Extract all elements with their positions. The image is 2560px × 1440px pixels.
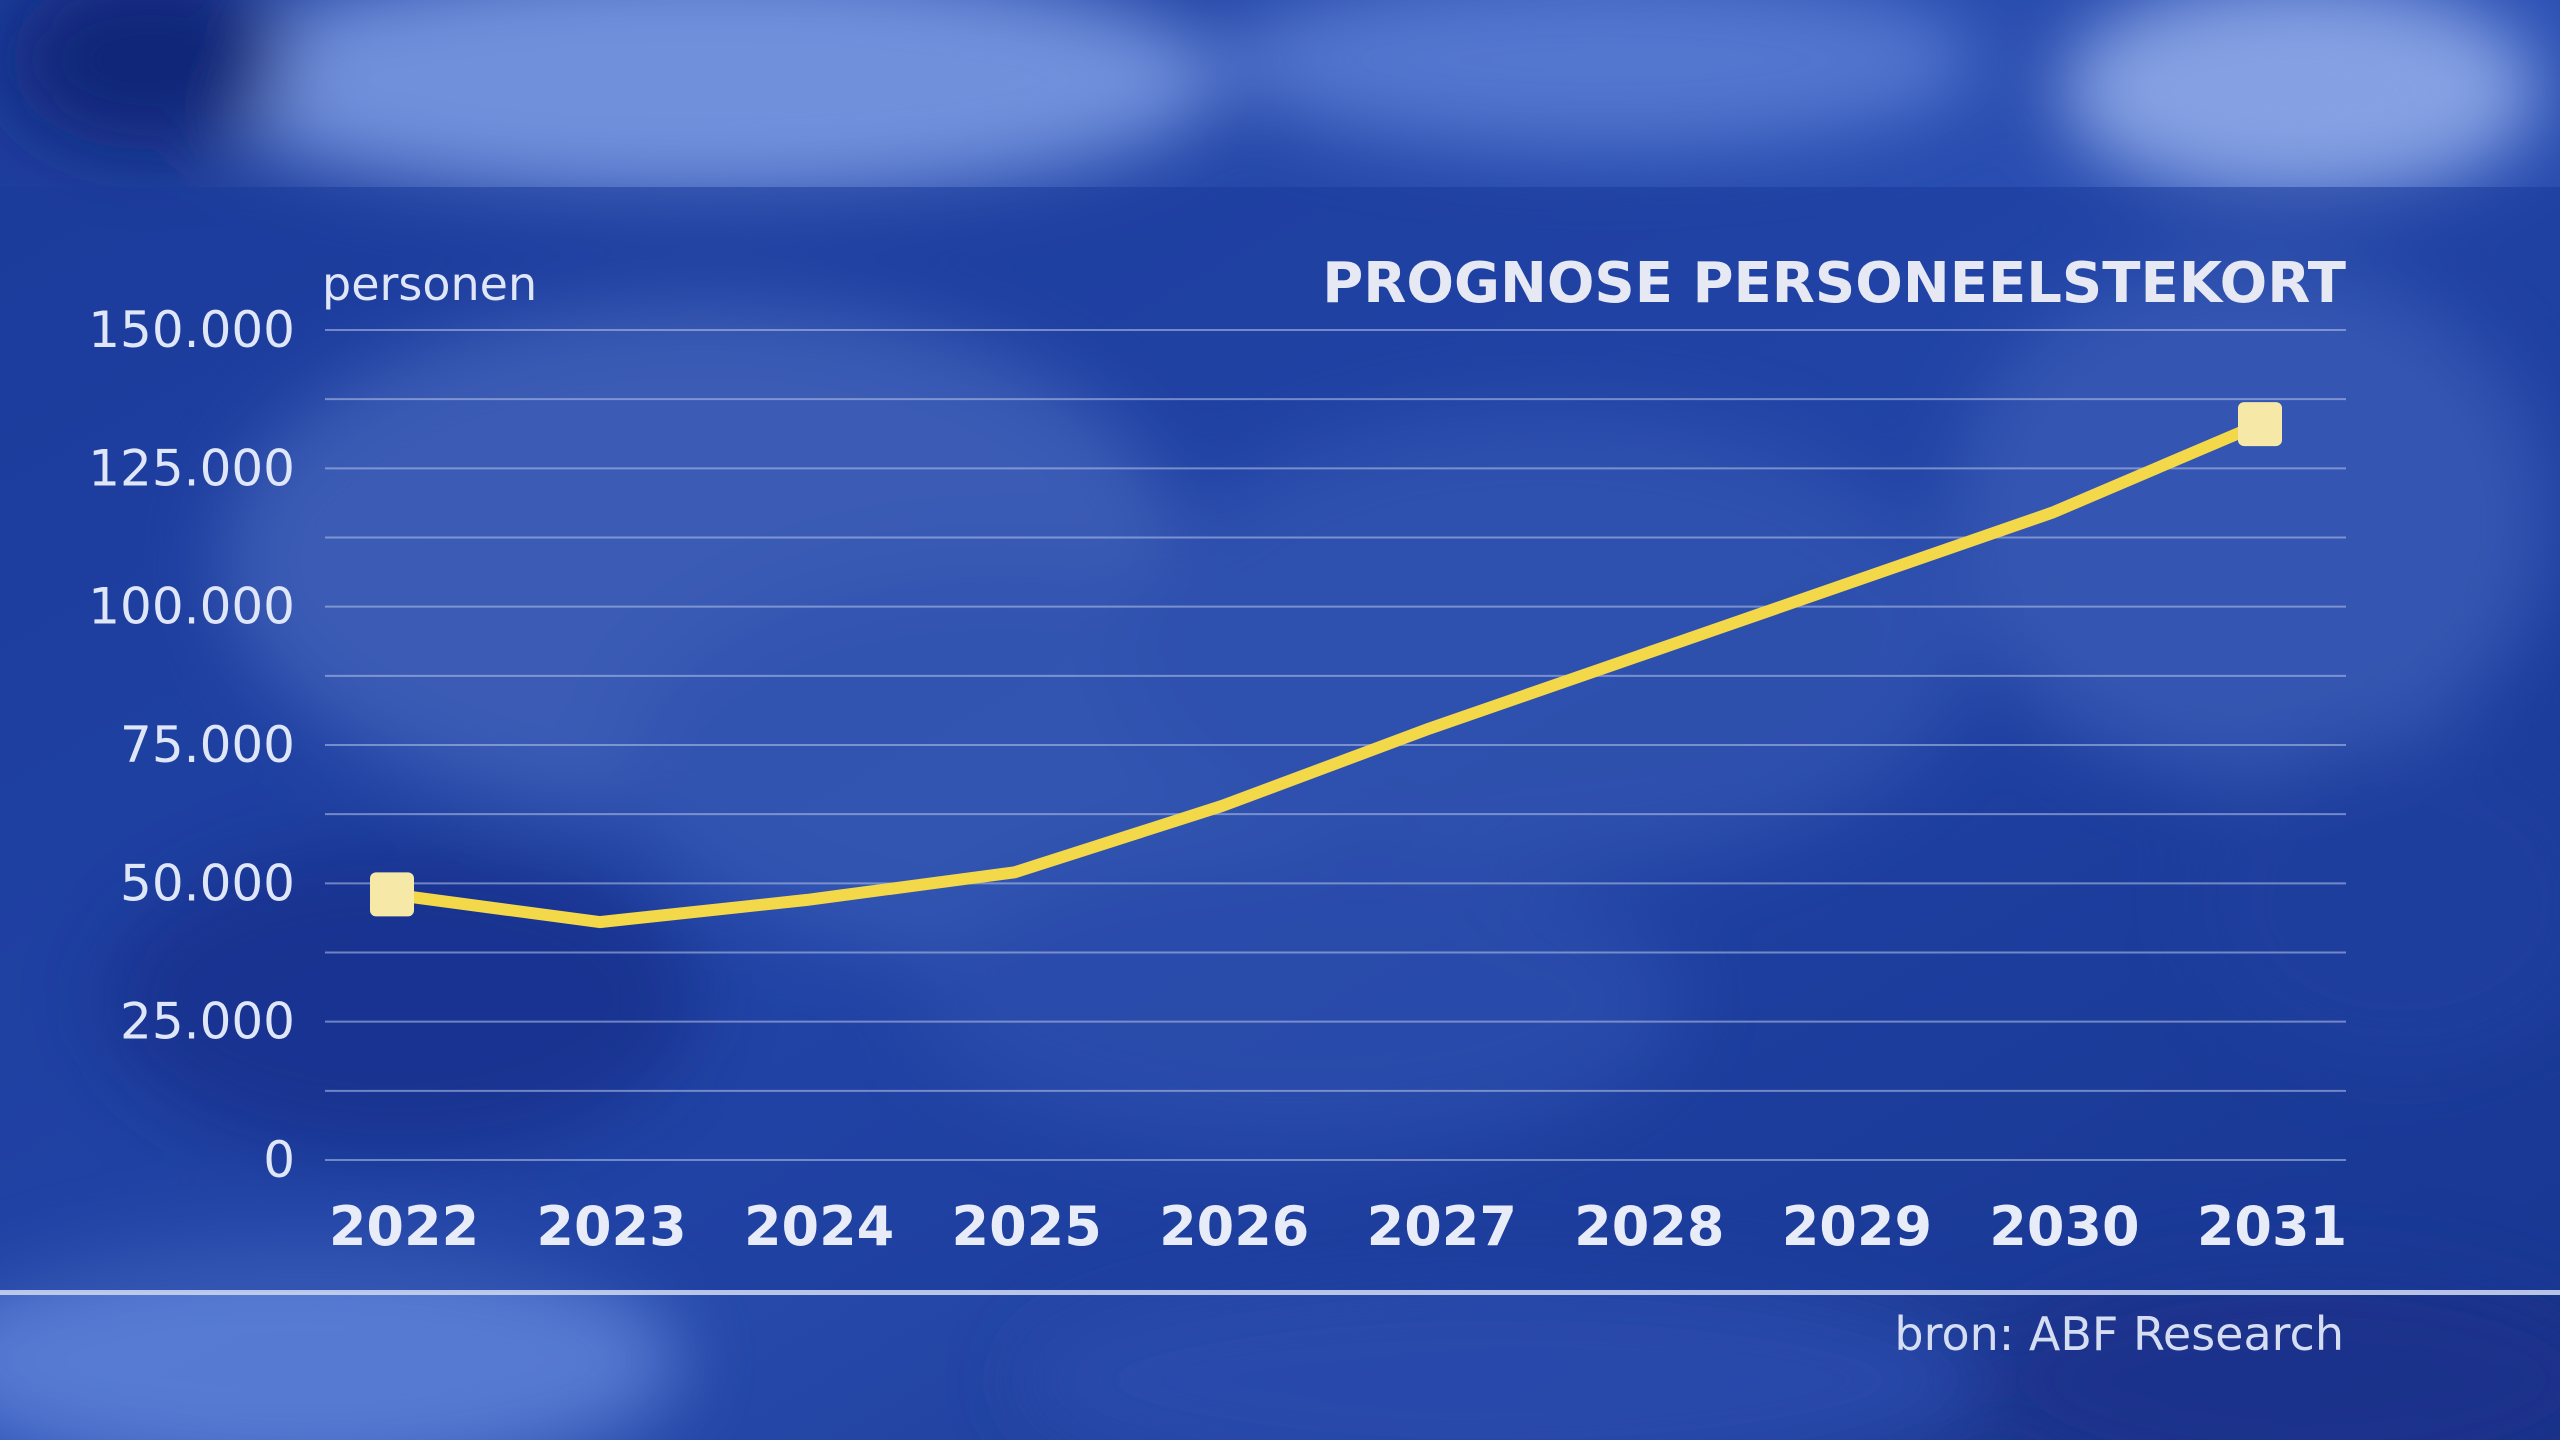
y-tick-label: 150.000 bbox=[88, 301, 295, 359]
y-axis-unit-label: personen bbox=[322, 257, 537, 311]
y-tick-label: 0 bbox=[263, 1131, 295, 1189]
y-tick-label: 125.000 bbox=[88, 439, 295, 497]
series-line bbox=[386, 418, 2266, 929]
y-tick-label: 75.000 bbox=[120, 716, 295, 774]
source-label: bron: ABF Research bbox=[1894, 1307, 2344, 1361]
y-tick-label: 100.000 bbox=[88, 578, 295, 636]
x-tick-label: 2026 bbox=[1159, 1195, 1309, 1258]
x-tick-label: 2025 bbox=[952, 1195, 1102, 1258]
x-tick-label: 2024 bbox=[744, 1195, 894, 1258]
x-tick-label: 2027 bbox=[1367, 1195, 1517, 1258]
x-tick-label: 2022 bbox=[329, 1195, 479, 1258]
series-group bbox=[386, 418, 2266, 929]
x-tick-label: 2028 bbox=[1574, 1195, 1724, 1258]
y-axis-tick-labels: 0 25.000 50.000 75.000 100.000 125.000 150.000 bbox=[88, 301, 295, 1189]
data-point-marker bbox=[370, 872, 414, 917]
x-tick-label: 2023 bbox=[536, 1195, 686, 1258]
x-tick-label: 2031 bbox=[2197, 1195, 2347, 1258]
x-axis-tick-labels: 2022 2023 2024 2025 2026 2027 2028 2029 2030 2031 bbox=[329, 1195, 2347, 1258]
x-tick-label: 2030 bbox=[1989, 1195, 2139, 1258]
y-tick-label: 25.000 bbox=[120, 993, 295, 1051]
x-tick-label: 2029 bbox=[1782, 1195, 1932, 1258]
gridlines bbox=[325, 329, 2346, 1161]
endpoint-markers bbox=[370, 402, 2282, 917]
y-tick-label: 50.000 bbox=[120, 854, 295, 912]
chart-title: PROGNOSE PERSONEELSTEKORT bbox=[1322, 251, 2346, 316]
data-point-marker bbox=[2238, 402, 2282, 447]
